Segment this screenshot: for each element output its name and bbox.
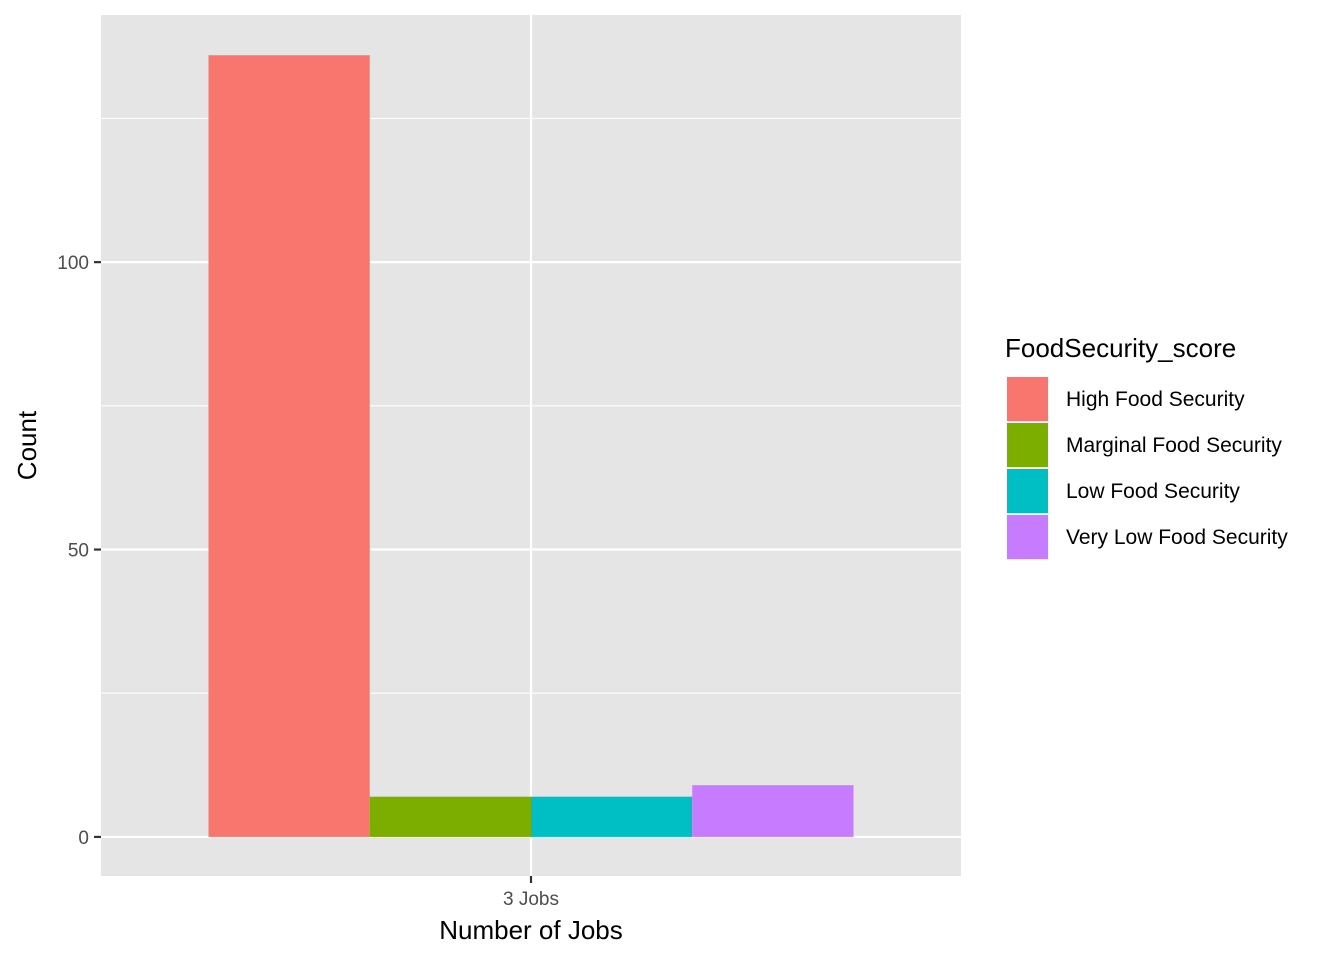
legend-title: FoodSecurity_score [1005, 333, 1236, 363]
legend-label: High Food Security [1066, 388, 1245, 411]
y-tick-label: 100 [57, 253, 89, 274]
legend: FoodSecurity_score High Food Security Mar… [1005, 333, 1288, 560]
y-axis-title: Count [12, 410, 42, 480]
bar [369, 796, 531, 837]
y-axis: 0 50 100 [57, 253, 101, 849]
legend-label: Low Food Security [1066, 480, 1240, 503]
x-axis: 3 Jobs [503, 876, 559, 910]
bar [208, 55, 370, 837]
legend-label: Very Low Food Security [1066, 526, 1288, 549]
y-tick-label: 0 [78, 828, 89, 849]
legend-key [1007, 469, 1048, 513]
y-tick-label: 50 [68, 541, 89, 562]
legend-key [1007, 423, 1048, 467]
bar [692, 785, 854, 837]
legend-key [1007, 377, 1048, 421]
legend-label: Marginal Food Security [1066, 434, 1282, 457]
bars [208, 55, 854, 837]
legend-key [1007, 515, 1048, 559]
x-axis-title: Number of Jobs [439, 915, 623, 945]
x-tick-label: 3 Jobs [503, 889, 559, 910]
bar [531, 796, 693, 837]
